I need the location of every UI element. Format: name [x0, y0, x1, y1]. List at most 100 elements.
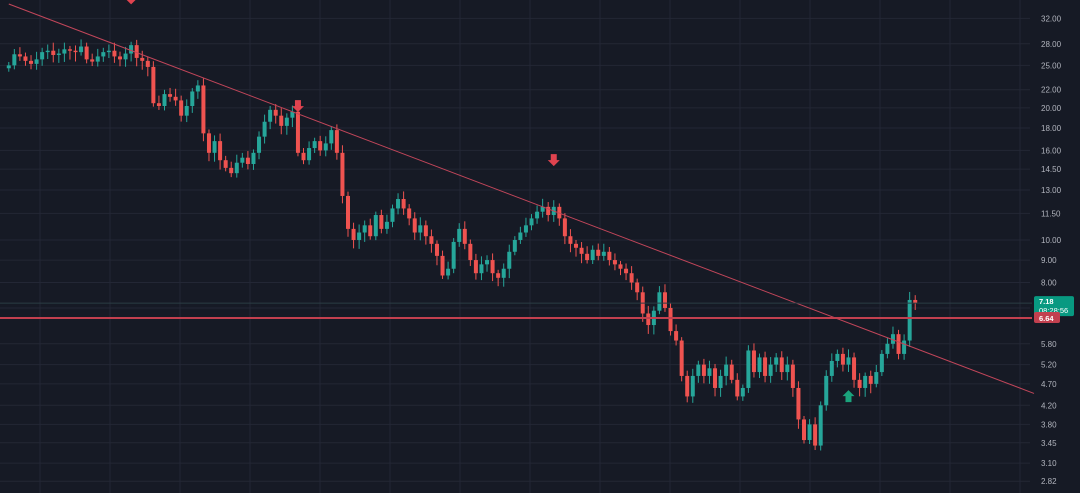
candle — [757, 353, 762, 378]
candle — [546, 202, 551, 222]
candle-body — [718, 375, 723, 388]
candle — [117, 51, 123, 67]
candle-body — [874, 372, 879, 384]
candle — [485, 255, 490, 272]
candle — [518, 226, 523, 244]
candle — [384, 214, 389, 234]
candle — [890, 326, 895, 349]
candle-body — [90, 59, 95, 62]
candle — [701, 358, 706, 384]
candle-body — [796, 387, 801, 420]
candle — [112, 42, 117, 63]
candle — [357, 224, 362, 249]
candle — [173, 88, 178, 106]
candle — [729, 359, 734, 384]
candle — [507, 244, 512, 279]
candle-body — [585, 253, 590, 261]
candle-body — [23, 56, 28, 61]
candle-body — [751, 350, 756, 373]
candle-body — [151, 66, 156, 104]
candle-body — [562, 218, 567, 237]
candle-body — [12, 54, 17, 66]
candle-body — [140, 57, 145, 61]
candle — [857, 373, 862, 397]
candle-body — [768, 364, 773, 376]
candle — [785, 356, 790, 381]
candle-body — [813, 424, 818, 446]
candle — [902, 334, 907, 360]
y-tick-label: 13.00 — [1041, 186, 1062, 195]
candle — [62, 42, 67, 62]
candle-body — [234, 162, 239, 174]
candle-body — [117, 56, 123, 60]
candle-body — [323, 143, 328, 151]
candle — [868, 370, 873, 394]
candle — [601, 243, 606, 261]
candle — [123, 46, 128, 67]
candle — [707, 360, 712, 384]
candle-body — [223, 160, 228, 168]
candle-body — [295, 111, 300, 153]
level-value: 6.64 — [1039, 314, 1054, 323]
candle — [801, 416, 807, 444]
candle — [390, 204, 395, 228]
level-badge: 6.64 — [1034, 312, 1060, 324]
candle-body — [334, 130, 339, 153]
y-tick-label: 3.80 — [1041, 420, 1057, 429]
candle-body — [390, 208, 395, 222]
candle — [396, 193, 401, 215]
candle-body — [685, 375, 690, 397]
candle — [540, 198, 545, 218]
candle-body — [724, 364, 729, 376]
candle — [179, 95, 184, 122]
trendline[interactable] — [8, 3, 1035, 394]
candle — [184, 99, 189, 123]
candle-body — [373, 215, 378, 237]
candle-body — [701, 364, 706, 376]
candle — [457, 223, 462, 247]
candle — [418, 217, 423, 241]
candle — [429, 229, 434, 253]
candle — [257, 131, 262, 160]
candle-body — [329, 130, 334, 144]
level-badge-bg — [1034, 312, 1060, 324]
candle — [768, 357, 773, 383]
candle — [573, 239, 579, 257]
candle-body — [573, 243, 579, 248]
candle-body — [646, 313, 651, 326]
candle-body — [173, 96, 178, 101]
candle — [852, 352, 857, 388]
candle-body — [168, 94, 173, 97]
candle-body — [201, 85, 206, 134]
candle-body — [735, 379, 740, 397]
candle-body — [206, 133, 211, 153]
candle-body — [801, 419, 807, 441]
candle-body — [807, 424, 812, 441]
y-tick-label: 4.20 — [1041, 401, 1057, 410]
candle-body — [251, 152, 256, 164]
candle — [529, 214, 534, 231]
candle — [624, 263, 629, 281]
candle-body — [462, 228, 467, 244]
candle — [779, 351, 784, 380]
candle-body — [101, 52, 106, 57]
candle — [874, 364, 879, 388]
candle — [818, 401, 823, 451]
candle — [835, 349, 840, 368]
candle-body — [273, 109, 278, 116]
overlay-lines — [0, 3, 1035, 394]
candle — [268, 105, 273, 130]
candle — [273, 104, 278, 124]
candle-body — [879, 353, 884, 373]
candle — [212, 135, 217, 162]
candle — [824, 370, 829, 411]
candle — [262, 114, 267, 144]
candle-body — [51, 50, 56, 55]
up-arrow-icon — [842, 390, 855, 403]
candle-body — [824, 375, 829, 406]
candle-body — [134, 45, 139, 58]
candle — [140, 50, 145, 70]
candle-body — [518, 232, 523, 240]
